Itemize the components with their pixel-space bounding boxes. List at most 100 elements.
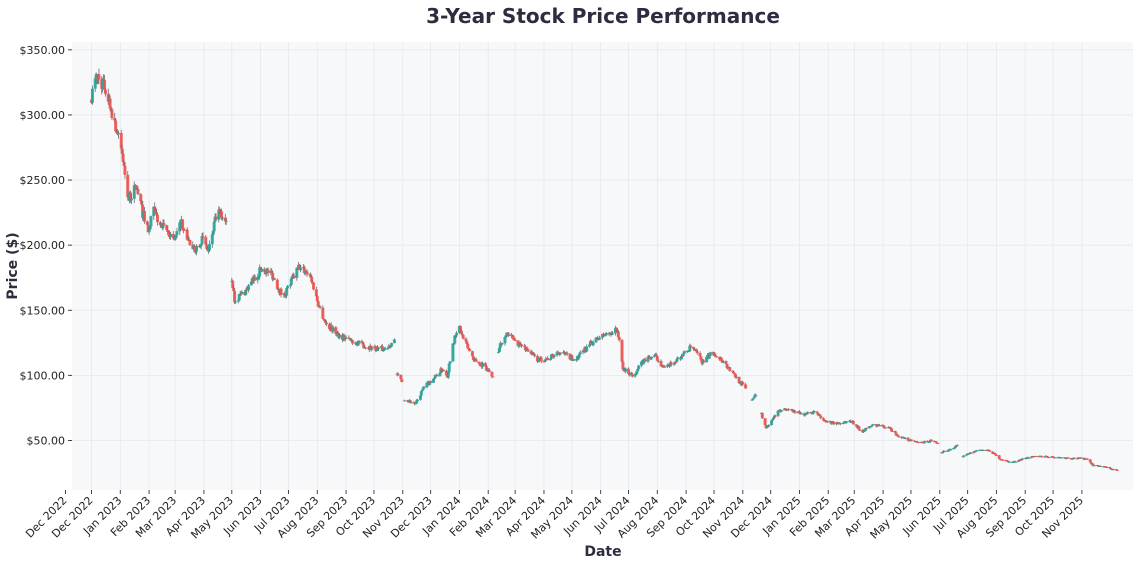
- candle-down: [103, 88, 107, 97]
- candle-down: [894, 432, 898, 436]
- candle-body: [810, 413, 814, 415]
- candle-body: [624, 368, 628, 372]
- candle-down: [565, 351, 569, 357]
- candle-body: [1007, 461, 1011, 463]
- candle-body: [724, 361, 728, 365]
- candle-body: [149, 216, 153, 227]
- candle-down: [816, 412, 820, 417]
- candle-up: [928, 441, 932, 443]
- candle-up: [175, 227, 179, 239]
- candle-body: [849, 421, 853, 423]
- candle-body: [158, 222, 162, 226]
- candle-down: [342, 333, 346, 341]
- candle-body: [155, 214, 159, 223]
- candle-body: [103, 89, 107, 95]
- candle-up: [1020, 457, 1024, 461]
- y-tick-label: $350.00: [20, 44, 66, 57]
- candle-up: [578, 350, 582, 355]
- candle-body: [597, 339, 601, 341]
- candle-down: [312, 282, 316, 291]
- candle-up: [224, 217, 228, 225]
- candle-body: [153, 206, 157, 210]
- candle-body: [1075, 458, 1079, 460]
- candle-body: [311, 281, 315, 283]
- candle-up: [383, 346, 387, 350]
- candle-body: [955, 445, 959, 447]
- candle-down: [273, 277, 277, 280]
- candle-body: [292, 275, 296, 278]
- candle-body: [431, 379, 435, 383]
- candle-body: [962, 455, 966, 457]
- candle-body: [559, 352, 563, 354]
- candle-body: [890, 430, 894, 432]
- y-tick-label: $300.00: [20, 109, 66, 122]
- candle-up: [1105, 466, 1109, 469]
- y-tick-label: $250.00: [20, 174, 66, 187]
- y-tick-label: $200.00: [20, 239, 66, 252]
- candle-body: [819, 415, 823, 419]
- candle-down: [1108, 466, 1112, 469]
- candle-up: [650, 356, 654, 360]
- candle-body: [519, 343, 523, 345]
- candle-down: [858, 428, 862, 432]
- candle-body: [915, 441, 919, 443]
- candle-down: [325, 320, 329, 326]
- candle-up: [90, 85, 94, 105]
- candle-body: [200, 235, 204, 244]
- candle-body: [998, 458, 1002, 460]
- candle-body: [669, 362, 673, 365]
- candle-up: [416, 398, 420, 402]
- candle-body: [316, 301, 320, 307]
- candle-body: [1046, 456, 1050, 458]
- candle-body: [889, 428, 893, 432]
- candle-body: [825, 421, 829, 423]
- candle-body: [750, 399, 754, 401]
- candle-down: [262, 267, 266, 273]
- candle-body: [175, 231, 179, 235]
- candle-body: [832, 421, 836, 425]
- candle-down: [396, 372, 400, 377]
- candle-body: [414, 403, 418, 405]
- candle-down: [329, 322, 333, 330]
- candle-up: [392, 338, 396, 344]
- candle-body: [271, 272, 275, 280]
- candle-body: [152, 206, 156, 217]
- candle-body: [171, 233, 175, 239]
- candle-body: [122, 161, 126, 166]
- candle-down: [1088, 458, 1092, 463]
- candle-body: [461, 334, 465, 339]
- candle-up: [544, 356, 548, 362]
- candle-down: [233, 288, 237, 305]
- candle-body: [208, 244, 212, 251]
- candle-body: [646, 356, 650, 362]
- candle-body: [503, 337, 507, 344]
- candle-up: [624, 367, 628, 374]
- candle-up: [221, 216, 225, 221]
- candle-body: [1071, 458, 1075, 460]
- candle-down: [106, 88, 110, 105]
- candle-body: [698, 353, 702, 357]
- candle-body: [438, 372, 442, 377]
- candle-body: [383, 348, 387, 350]
- candle-body: [422, 387, 426, 389]
- candle-body: [90, 88, 94, 103]
- candle-body: [309, 275, 313, 277]
- candle-body: [793, 410, 797, 413]
- candle-body: [772, 415, 776, 418]
- candle-body: [548, 358, 552, 361]
- candle-body: [812, 411, 816, 413]
- candle-body: [838, 423, 842, 425]
- candle-body: [752, 397, 756, 399]
- candle-body: [1046, 457, 1050, 459]
- candle-down: [1001, 459, 1005, 461]
- candle-body: [1020, 458, 1024, 460]
- candle-body: [154, 209, 158, 213]
- candle-body: [617, 337, 621, 341]
- candle-down: [400, 379, 404, 383]
- candle-body: [1014, 461, 1018, 463]
- candle-body: [647, 356, 651, 358]
- candle-body: [409, 402, 413, 404]
- candle-body: [377, 347, 381, 349]
- candles: [90, 68, 1119, 471]
- candle-body: [120, 148, 124, 154]
